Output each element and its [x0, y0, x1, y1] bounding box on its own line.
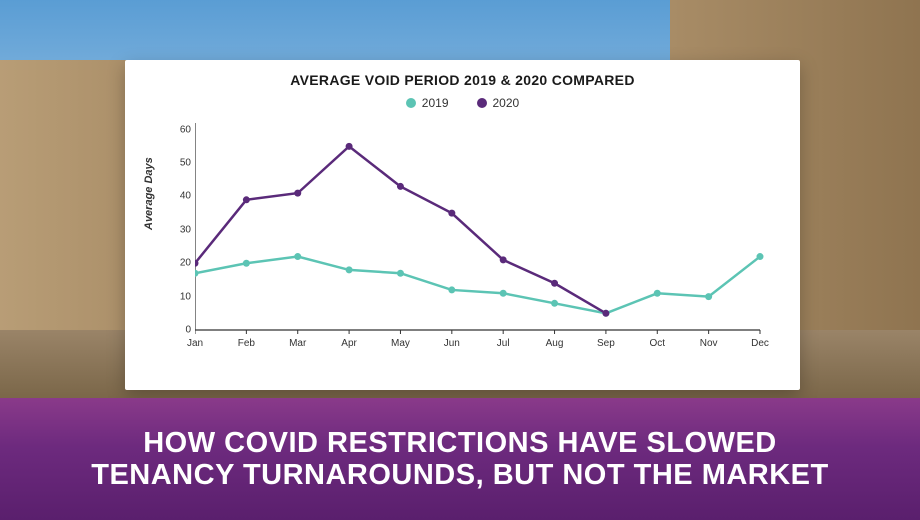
x-tick-label: Jan: [180, 338, 210, 349]
y-tick-label: 0: [173, 325, 191, 336]
x-tick-label: Jul: [488, 338, 518, 349]
x-tick-label: Oct: [642, 338, 672, 349]
y-tick-label: 40: [173, 191, 191, 202]
plot-area: [195, 118, 770, 348]
headline-text: HOW COVID RESTRICTIONS HAVE SLOWED TENAN…: [91, 427, 829, 492]
chart-title: AVERAGE VOID PERIOD 2019 & 2020 COMPARED: [125, 60, 800, 88]
x-tick-label: Nov: [694, 338, 724, 349]
x-tick-label: May: [385, 338, 415, 349]
chart-svg: [195, 118, 770, 348]
x-tick-label: Dec: [745, 338, 775, 349]
y-tick-label: 10: [173, 291, 191, 302]
x-tick-label: Feb: [231, 338, 261, 349]
legend-item-2020: 2020: [477, 96, 520, 110]
headline-line2: TENANCY TURNAROUNDS, BUT NOT THE MARKET: [91, 459, 829, 491]
x-tick-label: Sep: [591, 338, 621, 349]
legend-dot-2020: [477, 98, 487, 108]
legend-label-2019: 2019: [422, 96, 449, 110]
y-tick-label: 50: [173, 158, 191, 169]
legend-item-2019: 2019: [406, 96, 449, 110]
x-tick-label: Apr: [334, 338, 364, 349]
y-axis-label: Average Days: [143, 157, 155, 230]
y-tick-label: 30: [173, 224, 191, 235]
chart-card: AVERAGE VOID PERIOD 2019 & 2020 COMPARED…: [125, 60, 800, 390]
headline-banner: HOW COVID RESTRICTIONS HAVE SLOWED TENAN…: [0, 398, 920, 520]
y-tick-label: 20: [173, 258, 191, 269]
x-tick-label: Mar: [283, 338, 313, 349]
x-tick-label: Aug: [540, 338, 570, 349]
legend-dot-2019: [406, 98, 416, 108]
x-tick-label: Jun: [437, 338, 467, 349]
y-tick-label: 60: [173, 124, 191, 135]
legend: 2019 2020: [125, 96, 800, 110]
headline-line1: HOW COVID RESTRICTIONS HAVE SLOWED: [143, 427, 777, 459]
legend-label-2020: 2020: [493, 96, 520, 110]
